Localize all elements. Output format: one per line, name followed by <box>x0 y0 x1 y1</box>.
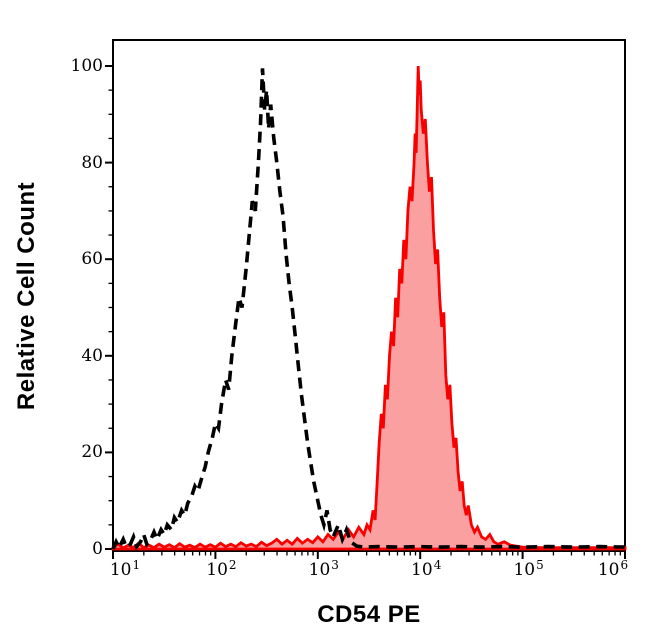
x-tick-label: 104 <box>411 558 442 580</box>
y-axis-title: Relative Cell Count <box>13 181 40 411</box>
y-tick-label: 0 <box>92 539 103 559</box>
red-filled-histogram <box>111 65 627 551</box>
y-tick-label: 80 <box>81 152 103 173</box>
x-tick-label: 106 <box>597 558 629 580</box>
black-dashed-histogram <box>111 68 626 552</box>
plot-box-border <box>112 39 626 552</box>
x-tick-label: 103 <box>308 558 339 580</box>
y-tick-label: 100 <box>70 56 103 76</box>
y-tick-label: 40 <box>81 345 103 366</box>
y-tick-label: 60 <box>81 249 103 270</box>
x-tick-label: 101 <box>109 558 141 580</box>
y-tick-label: 20 <box>81 442 103 463</box>
x-axis-title: CD54 PE <box>317 601 421 628</box>
x-tick-label: 105 <box>513 558 544 580</box>
x-tick-label: 102 <box>206 558 237 580</box>
